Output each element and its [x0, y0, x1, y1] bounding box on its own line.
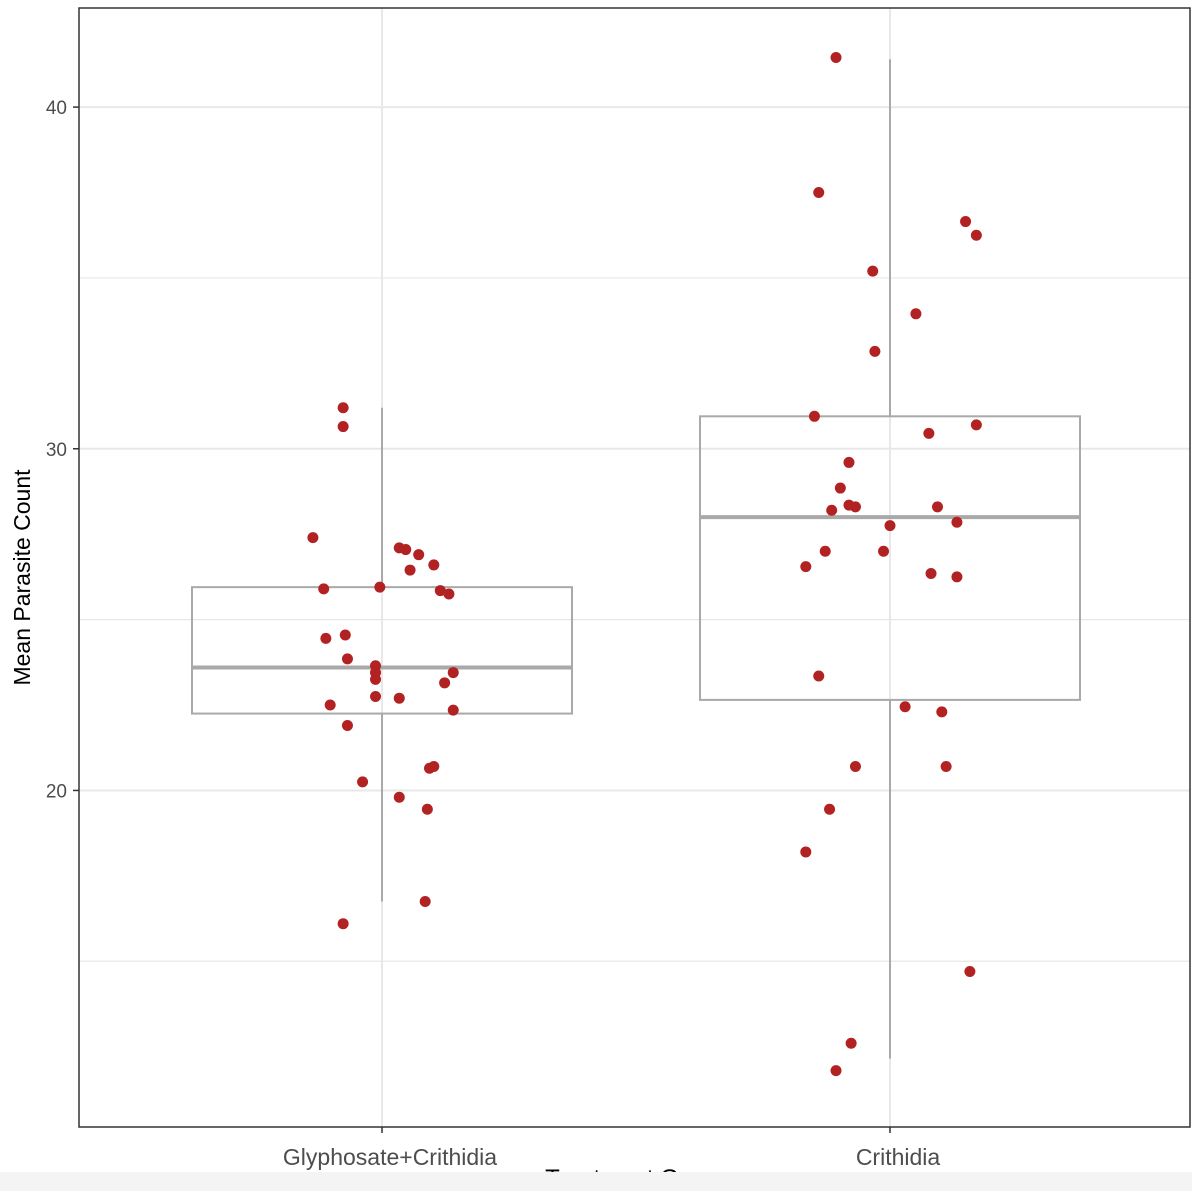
data-point — [940, 761, 952, 773]
data-point — [341, 653, 353, 665]
interquartile-box — [699, 415, 1081, 701]
data-point — [393, 791, 405, 803]
data-point — [826, 504, 838, 516]
data-point — [819, 545, 831, 557]
data-point — [357, 776, 369, 788]
box-layer — [191, 59, 1081, 1059]
data-point — [845, 1037, 857, 1049]
data-point — [813, 187, 825, 199]
data-point — [830, 1065, 842, 1077]
data-point — [899, 701, 911, 713]
data-point — [970, 229, 982, 241]
data-point — [843, 456, 855, 468]
data-point — [878, 545, 890, 557]
data-point — [337, 402, 349, 414]
data-point — [374, 581, 386, 593]
y-tick-label: 20 — [46, 781, 67, 802]
data-point — [337, 918, 349, 930]
y-tick-label: 40 — [46, 98, 67, 119]
data-point — [419, 895, 431, 907]
data-point — [800, 846, 812, 858]
data-point — [849, 761, 861, 773]
data-point — [910, 308, 922, 320]
data-point — [404, 564, 416, 576]
jitter-points — [307, 52, 982, 1077]
data-point — [447, 667, 459, 679]
data-point — [337, 421, 349, 433]
data-point — [370, 690, 382, 702]
footer-band — [0, 1172, 1192, 1191]
data-point — [808, 410, 820, 422]
data-point — [884, 520, 896, 532]
x-axis-ticks: Glyphosate+Crithidia Crithidia — [283, 1127, 940, 1170]
data-point — [341, 720, 353, 732]
y-axis-label: Mean Parasite Count — [9, 469, 35, 686]
data-point — [370, 673, 382, 685]
data-point — [849, 501, 861, 513]
data-point — [443, 588, 455, 600]
data-point — [324, 699, 336, 711]
data-point — [439, 677, 451, 689]
data-point — [970, 419, 982, 431]
data-point — [320, 632, 332, 644]
x-tick-label: Glyphosate+Crithidia — [283, 1144, 497, 1170]
data-point — [413, 549, 425, 561]
data-point — [307, 532, 319, 544]
box-2 — [699, 59, 1081, 1059]
data-point — [867, 265, 879, 277]
data-point — [960, 216, 972, 228]
plot-panel-border — [78, 7, 1191, 1128]
data-point — [393, 692, 405, 704]
data-point — [428, 559, 440, 571]
data-point — [824, 803, 836, 815]
data-point — [421, 803, 433, 815]
data-point — [447, 704, 459, 716]
data-point — [339, 629, 351, 641]
data-point — [318, 583, 330, 595]
data-point — [925, 567, 937, 579]
data-point — [830, 52, 842, 64]
data-point — [923, 427, 935, 439]
data-point — [964, 966, 976, 978]
data-point — [951, 571, 963, 583]
data-point — [834, 482, 846, 494]
data-point — [951, 516, 963, 528]
data-point — [400, 544, 412, 556]
x-tick-label: Crithidia — [856, 1144, 941, 1170]
y-tick-label: 30 — [46, 440, 67, 461]
data-point — [869, 345, 881, 357]
data-point — [936, 706, 948, 718]
data-point — [434, 585, 446, 597]
data-point — [931, 501, 943, 513]
data-point — [813, 670, 825, 682]
y-axis-ticks: 20 30 40 — [46, 98, 79, 802]
data-point — [800, 561, 812, 573]
data-point — [428, 761, 440, 773]
